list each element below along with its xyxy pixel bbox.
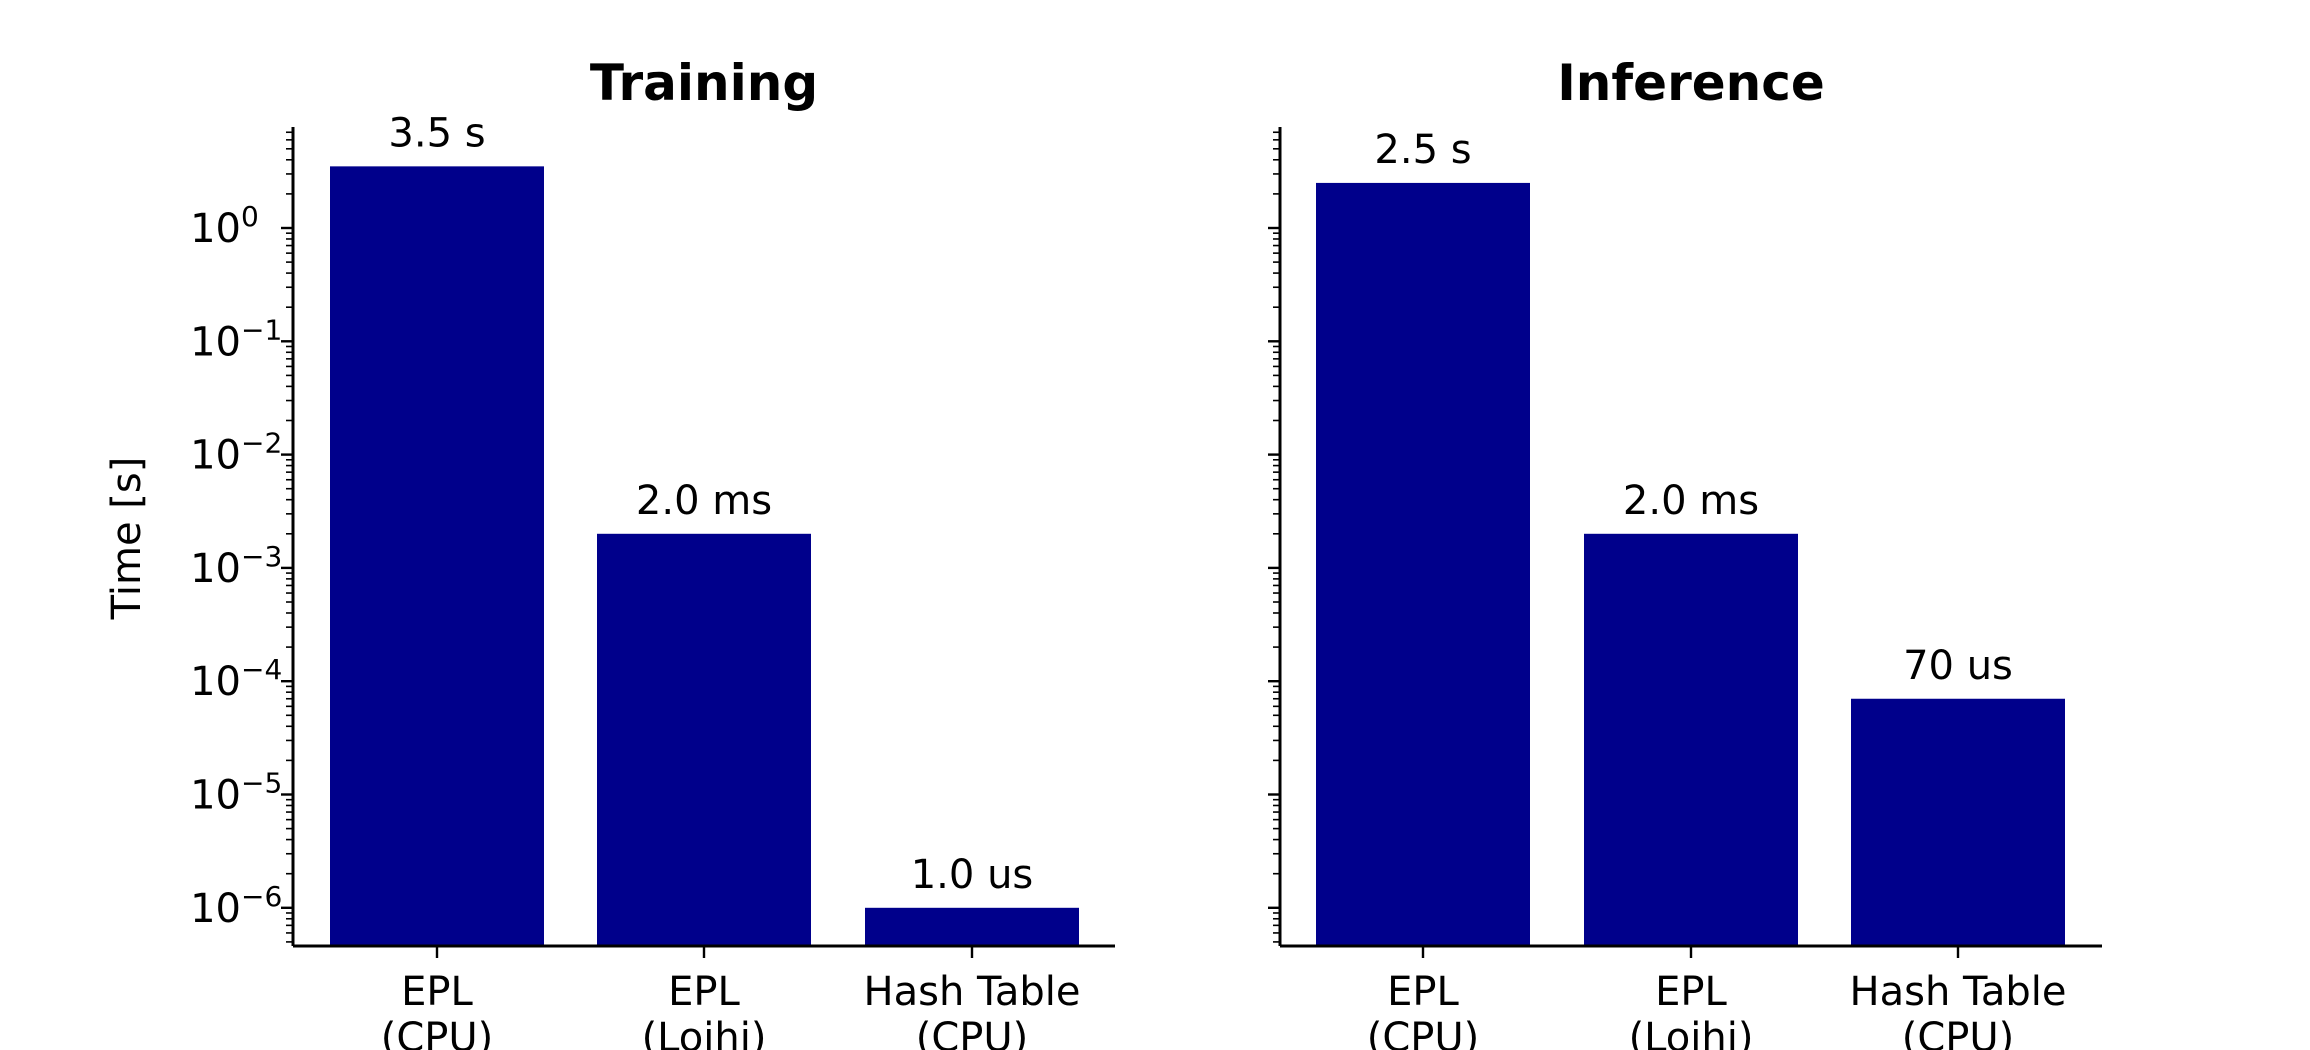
y-tick-exponent: −5 (241, 767, 282, 800)
y-tick-exponent: −4 (241, 653, 282, 686)
y-tick-base: 10 (190, 546, 241, 592)
chart-title: Training (590, 54, 818, 112)
data-label: 2.0 ms (636, 478, 772, 524)
y-tick-label: 10 (190, 206, 241, 252)
x-tick-label: (CPU) (916, 1015, 1029, 1050)
y-tick-label: 10 (190, 659, 241, 705)
chart-title: Inference (1557, 54, 1825, 112)
y-tick-label: 10 (190, 319, 241, 365)
x-tick-label: (CPU) (381, 1015, 494, 1050)
y-tick-base: 10 (190, 206, 241, 252)
x-tick-label: Hash Table (1850, 969, 2067, 1015)
data-label: 2.5 s (1374, 127, 1471, 173)
y-tick-label: 10 (190, 886, 241, 932)
y-tick-base: 10 (190, 319, 241, 365)
y-tick-label: 10 (190, 546, 241, 592)
x-tick-label: (CPU) (1367, 1015, 1480, 1050)
bar-3 (865, 907, 1079, 946)
y-tick-base: 10 (190, 886, 241, 932)
bar-3 (1851, 698, 2065, 946)
y-tick-exponent: −6 (241, 880, 282, 913)
y-tick-base: 10 (190, 433, 241, 479)
bar-1 (1316, 182, 1530, 946)
data-label: 3.5 s (388, 110, 485, 156)
x-tick-label: EPL (668, 969, 740, 1015)
y-tick-exponent: −1 (241, 313, 282, 346)
y-tick-exponent: −2 (241, 427, 282, 460)
y-axis-label: Time [s] (104, 457, 150, 621)
y-tick-base: 10 (190, 659, 241, 705)
bar-2 (597, 533, 811, 946)
x-tick-label: (Loihi) (1629, 1015, 1754, 1050)
y-tick-label: 10 (190, 433, 241, 479)
x-tick-label: EPL (1387, 969, 1459, 1015)
bar-2 (1584, 533, 1798, 946)
data-label: 2.0 ms (1623, 478, 1759, 524)
y-tick-exponent: 0 (241, 200, 259, 233)
x-tick-label: Hash Table (864, 969, 1081, 1015)
x-tick-label: (Loihi) (642, 1015, 767, 1050)
y-tick-label: 10 (190, 773, 241, 819)
x-tick-label: EPL (1655, 969, 1727, 1015)
y-tick-exponent: −3 (241, 540, 282, 573)
data-label: 1.0 us (911, 852, 1034, 898)
data-label: 70 us (1903, 643, 2013, 689)
bar-1 (330, 166, 544, 947)
x-tick-label: EPL (401, 969, 473, 1015)
x-tick-label: (CPU) (1902, 1015, 2015, 1050)
y-tick-base: 10 (190, 773, 241, 819)
